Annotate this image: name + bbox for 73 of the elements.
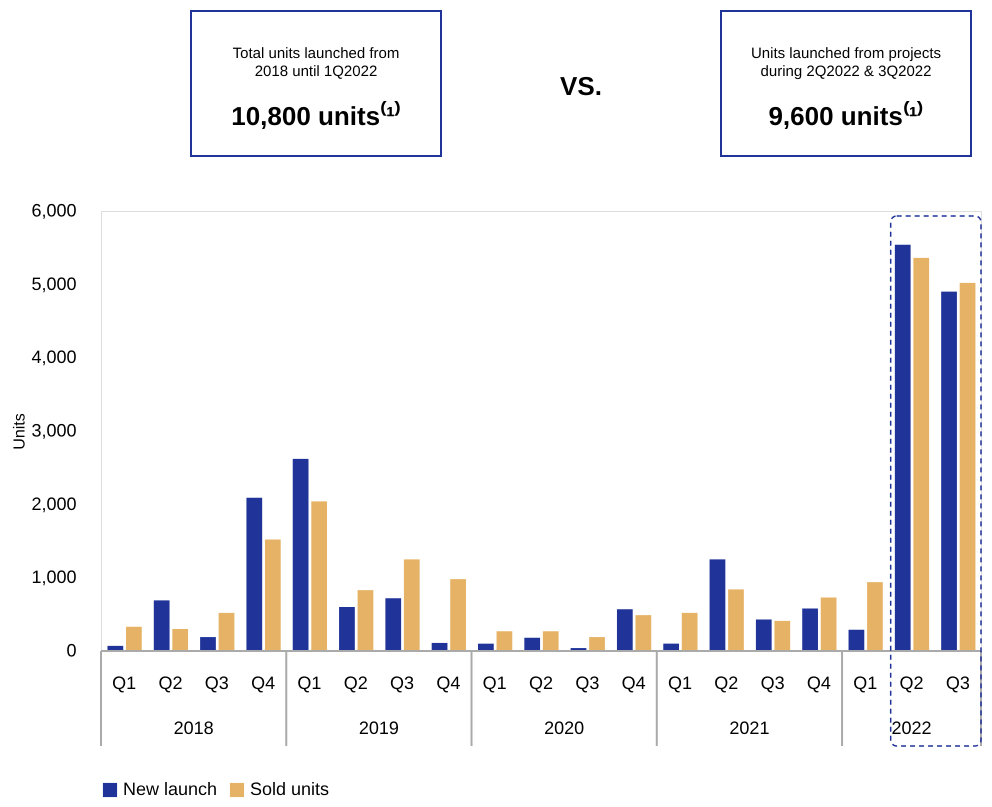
x-tick-label: Q2 — [900, 673, 924, 693]
bar — [478, 644, 494, 651]
x-tick-label: Q2 — [528, 673, 554, 693]
x-tick-label: Q2 — [714, 673, 738, 693]
bar — [311, 501, 328, 651]
bar — [820, 597, 836, 651]
x-tick-label: Q4 — [622, 673, 646, 693]
bar — [542, 631, 559, 651]
bar — [385, 598, 402, 651]
bar — [728, 589, 744, 651]
bar — [589, 637, 605, 651]
x-tick-label: Q3 — [575, 673, 600, 693]
text: 2021 — [729, 718, 770, 738]
text: 2020 — [544, 718, 584, 738]
text: 9,600 units⁽¹⁾ — [768, 100, 924, 131]
x-tick-label: Q1 — [668, 673, 692, 693]
bar — [172, 629, 188, 651]
bar — [867, 582, 883, 651]
text: 2018 — [174, 718, 214, 738]
bar — [126, 626, 142, 651]
y-axis-title: Units — [11, 413, 28, 450]
x-tick-label: Q3 — [390, 673, 414, 693]
text: VS. — [560, 71, 602, 101]
text: Total units launched from 2018 until 1Q2022 — [232, 45, 400, 80]
bar — [802, 608, 818, 651]
x-tick-label: Q1 — [297, 673, 322, 693]
bar — [756, 619, 772, 651]
x-tick-label: Q3 — [946, 673, 970, 693]
text: 2019 — [358, 718, 399, 738]
x-tick-label: Q4 — [251, 673, 276, 693]
text: Units launched from projects during 2Q2022 & 3Q2022 — [750, 45, 942, 80]
bar — [941, 292, 957, 651]
y-tick-label: 3,000 — [31, 420, 76, 440]
x-tick-label: Q1 — [112, 673, 136, 693]
x-tick-label: Q4 — [806, 673, 831, 693]
x-tick-label: Q3 — [760, 673, 785, 693]
text: 2022 — [892, 718, 932, 738]
bar — [913, 258, 930, 651]
bar — [358, 590, 374, 651]
bar — [524, 638, 540, 651]
y-tick-label: 4,000 — [31, 347, 76, 368]
y-tick-label: 1,000 — [31, 567, 76, 588]
bar — [774, 620, 790, 651]
x-tick-label: Q4 — [436, 673, 460, 693]
bar — [339, 607, 355, 651]
bar — [218, 612, 234, 651]
y-tick-label: 0 — [66, 640, 76, 660]
legend-label: New launch — [123, 779, 218, 799]
y-tick-label: 2,000 — [31, 494, 76, 514]
bar — [154, 600, 170, 651]
y-tick-label: 6,000 — [31, 200, 76, 220]
bar — [710, 559, 726, 651]
text: 10,800 units⁽¹⁾ — [231, 100, 401, 131]
bar — [848, 630, 864, 651]
legend-label: Sold units — [250, 779, 330, 799]
bar — [682, 612, 698, 651]
x-tick-label: Q1 — [482, 673, 507, 693]
bar — [960, 282, 976, 651]
bar — [264, 540, 281, 651]
x-tick-label: Q3 — [204, 673, 229, 693]
y-tick-label: 5,000 — [31, 274, 76, 294]
bar — [246, 498, 262, 651]
bar — [894, 244, 911, 651]
bar — [292, 458, 308, 651]
x-tick-label: Q2 — [158, 673, 182, 693]
bar — [200, 637, 216, 651]
bar — [635, 615, 652, 651]
bar — [496, 631, 512, 651]
x-tick-label: Q2 — [344, 673, 368, 693]
bar — [616, 609, 633, 651]
x-tick-label: Q1 — [853, 673, 878, 693]
bar — [450, 579, 466, 651]
bar — [404, 559, 420, 651]
